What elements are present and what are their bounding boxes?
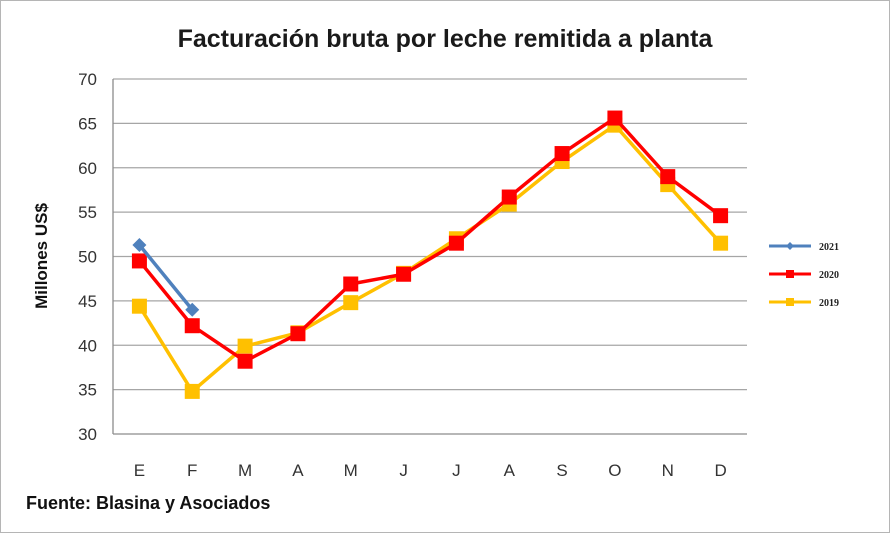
legend-item-2020: 2020 [769,270,839,281]
legend-marker [786,242,794,250]
data-point [343,295,359,311]
x-tick-label: D [714,461,726,480]
y-tick-label: 40 [78,336,97,355]
x-tick-label: F [187,461,197,480]
y-tick-label: 50 [78,248,97,267]
x-tick-label: N [662,461,674,480]
data-point [290,326,306,342]
data-point [607,110,623,126]
y-axis-ticks: 30 35 40 45 50 55 60 65 70 [78,70,97,444]
data-point [501,189,517,205]
data-point [131,253,147,269]
y-tick-label: 65 [78,114,97,133]
x-tick-label: E [134,461,145,480]
data-point [343,276,359,292]
legend-label: 2021 [819,242,839,253]
x-tick-label: A [292,461,304,480]
series-2020 [131,110,729,369]
data-point [185,302,200,317]
y-tick-label: 30 [78,425,97,444]
series-2021 [132,237,200,317]
data-point [396,266,412,282]
x-tick-label: M [344,461,358,480]
data-point [660,169,676,185]
legend-label: 2020 [819,270,839,281]
data-point [713,235,729,251]
data-point [237,353,253,369]
legend-marker [786,270,794,278]
data-point [554,146,570,162]
data-point [713,208,729,224]
series-layer [131,110,729,399]
data-point [184,383,200,399]
data-point [131,298,147,314]
y-tick-label: 45 [78,292,97,311]
x-tick-label: A [504,461,516,480]
source-note: Fuente: Blasina y Asociados [26,493,271,513]
x-tick-label: J [399,461,408,480]
legend-label: 2019 [819,298,839,309]
x-tick-label: M [238,461,252,480]
y-tick-label: 35 [78,381,97,400]
data-point [132,237,147,252]
series-line [138,116,722,363]
gridlines [112,78,747,435]
x-tick-label: J [452,461,461,480]
x-tick-label: S [556,461,567,480]
y-axis-label: Millones US$ [32,203,51,309]
y-tick-label: 55 [78,203,97,222]
data-point [448,235,464,251]
x-tick-label: O [608,461,621,480]
legend: 2021 2020 2019 [769,242,839,309]
legend-marker [786,298,794,306]
legend-item-2019: 2019 [769,298,839,309]
legend-item-2021: 2021 [769,242,839,253]
chart-title: Facturación bruta por leche remitida a p… [178,25,714,53]
data-point [184,318,200,334]
series-line [138,243,194,311]
y-tick-label: 70 [78,70,97,89]
data-point [237,338,253,354]
y-tick-label: 60 [78,159,97,178]
